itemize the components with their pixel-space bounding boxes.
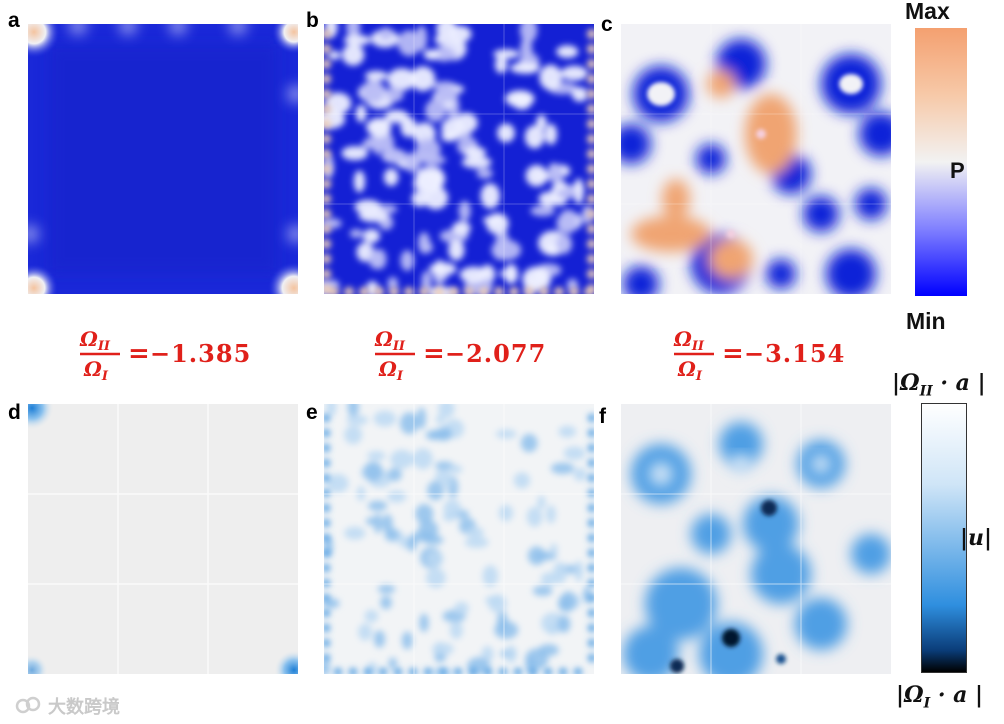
- ratio-denominator: ΩI: [83, 357, 109, 382]
- panel-letter-f: f: [599, 405, 606, 428]
- pressure-map-b: [324, 24, 594, 294]
- panel-letter-c: c: [601, 13, 613, 36]
- ratio-denominator: ΩI: [378, 357, 404, 382]
- equals-sign: =: [128, 339, 150, 369]
- panel-letter-b: b: [306, 9, 319, 32]
- pressure-colorbar-max-label: Max: [905, 0, 950, 24]
- chain-link-icon: [15, 696, 41, 714]
- pressure-colorbar-min-label: Min: [906, 308, 946, 334]
- watermark-text: 大数跨境: [48, 697, 120, 718]
- panel-letter-e: e: [306, 401, 318, 424]
- ratio-equation-3: ΩII ΩI = −3.154: [673, 327, 845, 382]
- ratio-equation-2: ΩII ΩI = −2.077: [374, 327, 546, 382]
- pressure-colorbar: [915, 28, 967, 296]
- ratio-value: −2.077: [445, 339, 546, 368]
- displacement-colorbar-bottom-label: |ΩI · a |: [896, 682, 984, 712]
- ratio-value: −1.385: [150, 339, 251, 368]
- displacement-map-d: [28, 404, 298, 674]
- ratio-equation-1: ΩII ΩI = −1.385: [79, 327, 251, 382]
- ratio-denominator: ΩI: [677, 357, 703, 382]
- watermark: 大数跨境: [14, 693, 120, 719]
- displacement-colorbar: [921, 403, 967, 673]
- panel-letter-d: d: [8, 401, 21, 424]
- pressure-colorbar-var-label: P: [950, 158, 965, 183]
- ratio-numerator: ΩII: [673, 327, 705, 354]
- displacement-colorbar-top-label: |ΩII · a |: [892, 370, 986, 400]
- equals-sign: =: [722, 339, 744, 369]
- panel-letter-a: a: [8, 9, 20, 32]
- pressure-map-a: [28, 24, 298, 294]
- displacement-map-f: [621, 404, 891, 674]
- ratio-numerator: ΩII: [79, 327, 111, 354]
- pressure-map-c: [621, 24, 891, 294]
- equals-sign: =: [423, 339, 445, 369]
- displacement-colorbar-var-label: |u|: [960, 525, 993, 551]
- ratio-value: −3.154: [744, 339, 845, 368]
- displacement-map-e: [324, 404, 594, 674]
- ratio-numerator: ΩII: [374, 327, 406, 354]
